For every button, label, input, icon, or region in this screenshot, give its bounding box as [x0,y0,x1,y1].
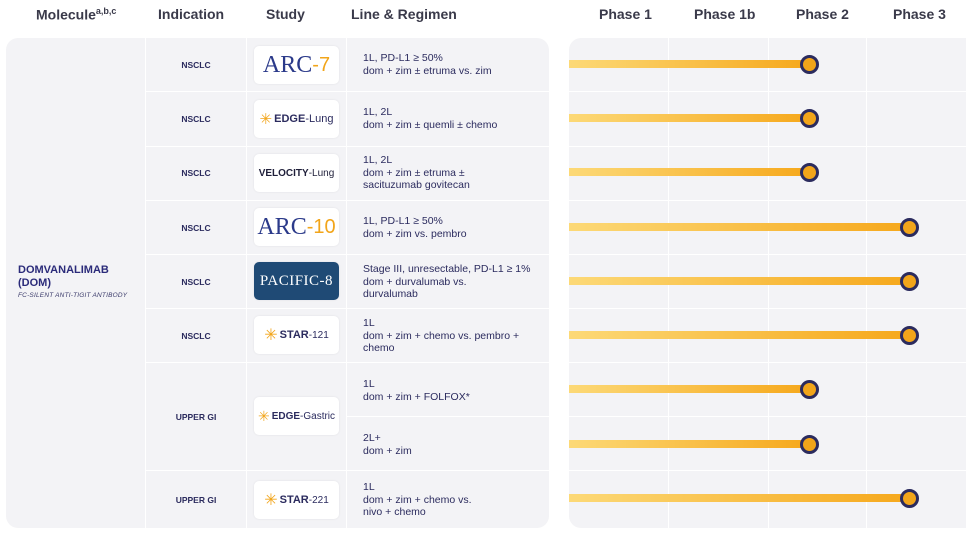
row-divider [146,308,549,309]
logo-edge-text: EDGE [271,410,301,422]
phase-progress-bar [569,168,809,176]
edge-burst-icon: ✳ [257,407,270,424]
phase-progress-bar [569,440,809,448]
logo-arc-number: -10 [306,215,336,238]
logo-pacific-text: PACIFIC-8 [259,272,334,289]
logo-edge-suffix: -Gastric [300,410,336,422]
header-phase-3: Phase 3 [893,6,946,22]
column-divider [346,38,347,528]
indication-label: NSCLC [181,60,211,70]
row-divider [146,146,549,147]
header-molecule-label: Molecule [36,6,96,23]
indication-label: NSCLC [181,331,211,341]
header-line-regimen: Line & Regimen [351,6,457,22]
study-logo-pacific-8: PACIFIC-8 [254,262,339,300]
phase-marker-dot [900,489,919,508]
header-phase-1: Phase 1 [599,6,652,22]
column-divider [246,38,247,528]
logo-arc-number: -7 [312,53,331,76]
regimen-text: 1L, 2L dom + zim ± quemli ± chemo [363,106,498,131]
indication-label: NSCLC [181,114,211,124]
indication-label: UPPER GI [175,412,217,422]
regimen-text: 2L+ dom + zim [363,432,412,457]
row-divider [146,254,549,255]
row-divider [569,91,966,92]
row-divider [569,470,966,471]
row-divider [146,91,549,92]
row-divider [569,416,966,417]
row-divider [569,308,966,309]
phase-marker-dot [800,55,819,74]
row-divider [146,362,549,363]
phase-marker-dot [900,272,919,291]
phase-marker-dot [800,109,819,128]
phase-progress-bar [569,223,909,231]
phase-progress-bar [569,277,909,285]
regimen-text: 1L, PD-L1 ≥ 50% dom + zim vs. pembro [363,215,467,240]
regimen-text: 1L, PD-L1 ≥ 50% dom + zim ± etruma vs. z… [363,52,492,77]
indication-label: UPPER GI [175,495,217,505]
regimen-text: 1L dom + zim + FOLFOX* [363,378,470,403]
row-divider [569,200,966,201]
phase-progress-bar [569,494,909,502]
regimen-text: Stage III, unresectable, PD-L1 ≥ 1% dom … [363,263,531,300]
molecule-name: DOMVANALIMAB (DOM) [18,264,109,289]
molecule-subtitle: FC-SILENT ANTI-TIGIT ANTIBODY [18,292,128,299]
phase-marker-dot [900,218,919,237]
indication-label: NSCLC [181,277,211,287]
phase-marker-dot [800,380,819,399]
study-logo-star-121: ✳ STAR -121 [254,316,339,354]
regimen-text: 1L dom + zim + chemo vs. nivo + chemo [363,481,472,518]
star-burst-icon: ✳ [264,492,278,509]
logo-star-suffix: -221 [308,494,329,506]
phase-progress-bar [569,331,909,339]
logo-edge-text: EDGE [274,113,306,125]
logo-arc-text: ARC [262,51,313,78]
star-burst-icon: ✳ [264,327,278,344]
logo-star-suffix: -121 [308,329,329,341]
logo-edge-suffix: -Lung [305,113,334,125]
row-divider [569,146,966,147]
column-divider [145,38,146,528]
study-logo-edge-gastric: ✳ EDGE -Gastric [254,397,339,435]
study-logo-arc-10: ARC -10 [254,208,339,246]
regimen-text: 1L dom + zim + chemo vs. pembro + chemo [363,317,520,354]
header-study: Study [266,6,305,22]
phase-progress-bar [569,114,809,122]
row-divider [146,200,549,201]
logo-velocity-text: VELOCITY [258,167,309,179]
study-logo-edge-lung: ✳ EDGE -Lung [254,100,339,138]
logo-star-text: STAR [279,494,309,506]
row-divider [569,362,966,363]
study-logo-velocity-lung: VELOCITY -Lung [254,154,339,192]
logo-star-text: STAR [279,329,309,341]
header-phase-2: Phase 2 [796,6,849,22]
row-divider [146,470,549,471]
phase-marker-dot [800,163,819,182]
header-molecule-sup: a,b,c [95,6,117,16]
phase-progress-bar [569,385,809,393]
study-logo-arc-7: ARC -7 [254,46,339,84]
phase-marker-dot [800,435,819,454]
regimen-text: 1L, 2L dom + zim ± etruma ± sacituzumab … [363,154,470,191]
header-molecule: Moleculea,b,c [36,6,116,23]
indication-label: NSCLC [181,223,211,233]
row-divider [347,416,549,417]
row-divider [569,254,966,255]
study-logo-star-221: ✳ STAR -221 [254,481,339,519]
indication-label: NSCLC [181,168,211,178]
header-phase-1b: Phase 1b [694,6,756,22]
phase-marker-dot [900,326,919,345]
logo-arc-text: ARC [257,213,307,240]
edge-burst-icon: ✳ [259,111,273,128]
logo-velocity-suffix: -Lung [308,167,335,179]
header-indication: Indication [158,6,225,22]
phase-progress-bar [569,60,809,68]
